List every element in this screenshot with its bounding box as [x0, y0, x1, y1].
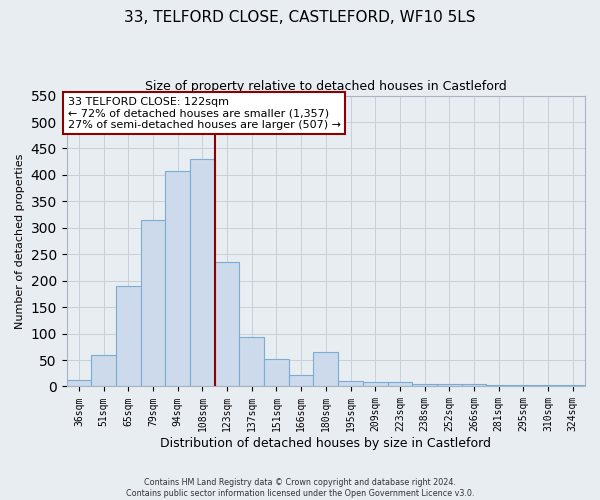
Bar — [313, 352, 338, 386]
Bar — [239, 338, 264, 386]
Bar — [215, 262, 239, 386]
Bar — [338, 381, 363, 386]
Text: 33 TELFORD CLOSE: 122sqm
← 72% of detached houses are smaller (1,357)
27% of sem: 33 TELFORD CLOSE: 122sqm ← 72% of detach… — [68, 96, 341, 130]
Bar — [166, 170, 190, 386]
X-axis label: Distribution of detached houses by size in Castleford: Distribution of detached houses by size … — [160, 437, 491, 450]
Bar — [363, 382, 388, 386]
Y-axis label: Number of detached properties: Number of detached properties — [15, 154, 25, 328]
Title: Size of property relative to detached houses in Castleford: Size of property relative to detached ho… — [145, 80, 507, 93]
Bar — [511, 385, 536, 386]
Bar — [560, 385, 585, 386]
Bar — [67, 380, 91, 386]
Bar — [461, 384, 486, 386]
Bar — [264, 359, 289, 386]
Bar — [141, 220, 166, 386]
Bar — [486, 385, 511, 386]
Bar — [412, 384, 437, 386]
Bar — [91, 354, 116, 386]
Bar — [437, 384, 461, 386]
Bar — [289, 375, 313, 386]
Bar — [388, 382, 412, 386]
Text: Contains HM Land Registry data © Crown copyright and database right 2024.
Contai: Contains HM Land Registry data © Crown c… — [126, 478, 474, 498]
Bar — [190, 159, 215, 386]
Bar — [116, 286, 141, 386]
Text: 33, TELFORD CLOSE, CASTLEFORD, WF10 5LS: 33, TELFORD CLOSE, CASTLEFORD, WF10 5LS — [124, 10, 476, 25]
